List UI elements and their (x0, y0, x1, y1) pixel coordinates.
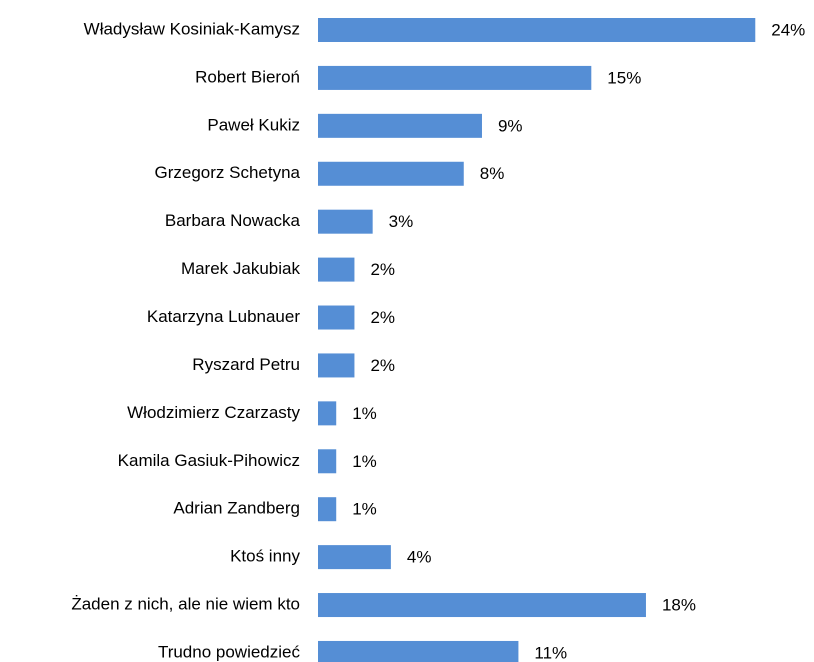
bar (318, 497, 337, 522)
value-label: 24% (771, 20, 805, 39)
value-label: 1% (352, 404, 377, 423)
category-label: Żaden z nich, ale nie wiem kto (71, 595, 300, 614)
category-label: Włodzimierz Czarzasty (127, 403, 300, 422)
bar (318, 353, 355, 378)
value-label: 1% (352, 452, 377, 471)
bar (318, 257, 355, 282)
value-label: 11% (534, 643, 567, 662)
bar (318, 640, 519, 662)
value-label: 1% (352, 500, 377, 519)
category-label: Adrian Zandberg (173, 499, 300, 518)
value-label: 2% (370, 260, 395, 279)
bar (318, 401, 337, 426)
value-label: 18% (662, 596, 696, 615)
category-label: Grzegorz Schetyna (154, 163, 300, 182)
value-label: 2% (370, 356, 395, 375)
category-label: Kamila Gasiuk-Pihowicz (118, 451, 300, 470)
value-label: 8% (480, 164, 505, 183)
value-label: 15% (607, 68, 641, 87)
category-label: Katarzyna Lubnauer (147, 307, 300, 326)
bar (318, 545, 391, 570)
category-label: Trudno powiedzieć (158, 642, 301, 661)
category-label: Robert Bieroń (195, 67, 300, 86)
category-label: Władysław Kosiniak-Kamysz (84, 19, 300, 38)
bar (318, 209, 373, 234)
category-label: Ktoś inny (230, 547, 300, 566)
bar (318, 161, 464, 186)
category-label: Marek Jakubiak (181, 259, 301, 278)
bar (318, 65, 592, 90)
category-label: Paweł Kukiz (207, 115, 300, 134)
bar (318, 449, 337, 474)
bar (318, 593, 646, 618)
bar (318, 18, 756, 42)
value-label: 9% (498, 116, 523, 135)
bar (318, 305, 355, 330)
value-label: 4% (407, 548, 432, 567)
bar (318, 113, 482, 138)
category-label: Ryszard Petru (192, 355, 300, 374)
category-label: Barbara Nowacka (165, 211, 301, 230)
value-label: 2% (370, 308, 395, 327)
value-label: 3% (389, 212, 414, 231)
